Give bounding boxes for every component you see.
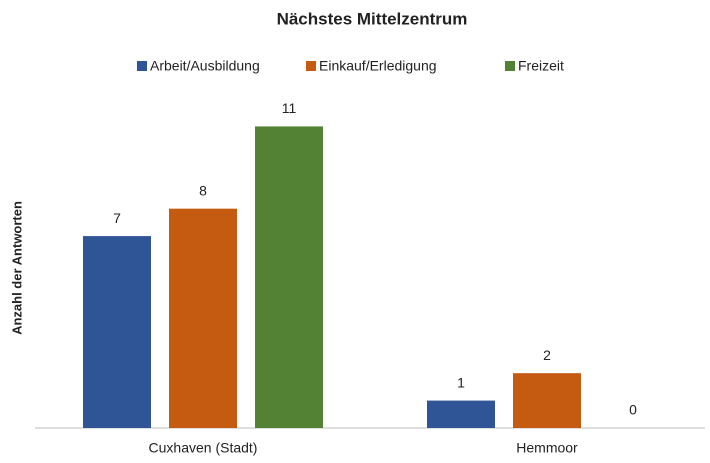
value-label: 1: [457, 374, 465, 390]
legend-label: Einkauf/Erledigung: [319, 58, 437, 74]
bar: [513, 373, 581, 428]
x-tick-label: Cuxhaven (Stadt): [149, 440, 258, 456]
legend-swatch: [306, 61, 316, 71]
bar: [255, 126, 323, 429]
x-tick-label: Hemmoor: [516, 440, 578, 456]
y-axis-label: Anzahl der Antworten: [9, 201, 24, 335]
value-label: 11: [282, 100, 297, 116]
chart-title: Nächstes Mittelzentrum: [277, 9, 468, 28]
legend-label: Freizeit: [518, 58, 564, 74]
bar: [83, 236, 151, 428]
value-label: 7: [113, 210, 121, 226]
bar: [427, 400, 495, 428]
value-label: 0: [629, 402, 637, 418]
value-label: 8: [199, 182, 207, 198]
value-label: 2: [543, 347, 551, 363]
legend-label: Arbeit/Ausbildung: [150, 58, 260, 74]
legend-swatch: [505, 61, 515, 71]
bar: [169, 208, 237, 428]
legend-swatch: [137, 61, 147, 71]
